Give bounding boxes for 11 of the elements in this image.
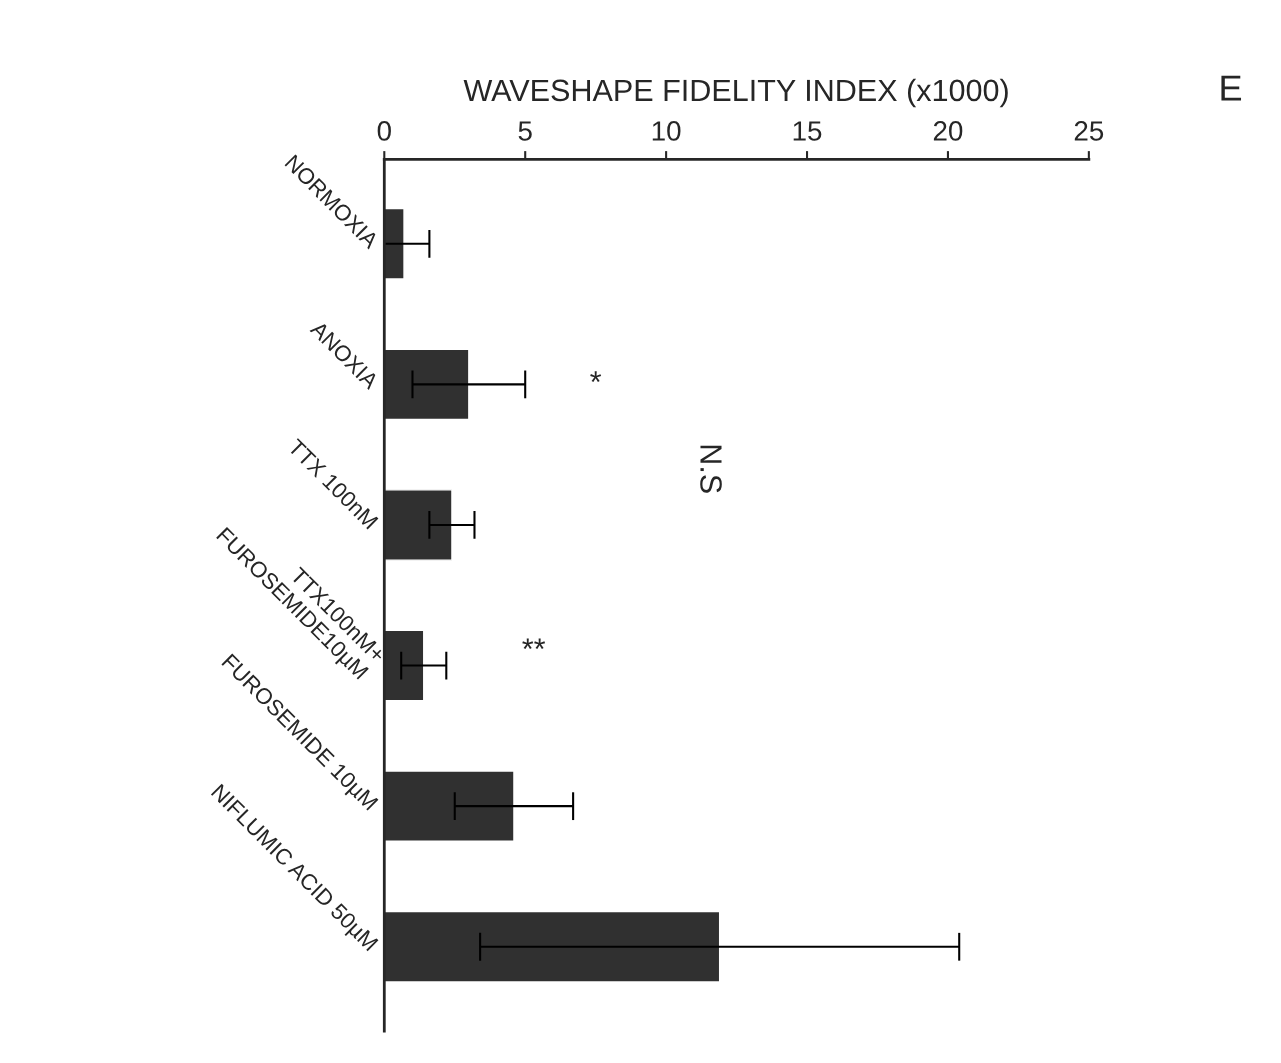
- x-tick-label: 10: [652, 121, 681, 141]
- x-tick-label: 25: [1074, 121, 1104, 141]
- x-axis-title: WAVESHAPE FIDELITY INDEX (x1000): [463, 78, 1008, 108]
- x-tick-label: 15: [793, 121, 822, 141]
- x-tick-label: 20: [933, 121, 963, 141]
- annotation: **: [522, 638, 546, 650]
- annotation: *: [590, 371, 602, 382]
- annotation: N.S: [700, 445, 722, 493]
- x-tick-label: 5: [518, 121, 532, 141]
- x-tick-label: 0: [377, 121, 391, 141]
- text: E: [1221, 75, 1242, 101]
